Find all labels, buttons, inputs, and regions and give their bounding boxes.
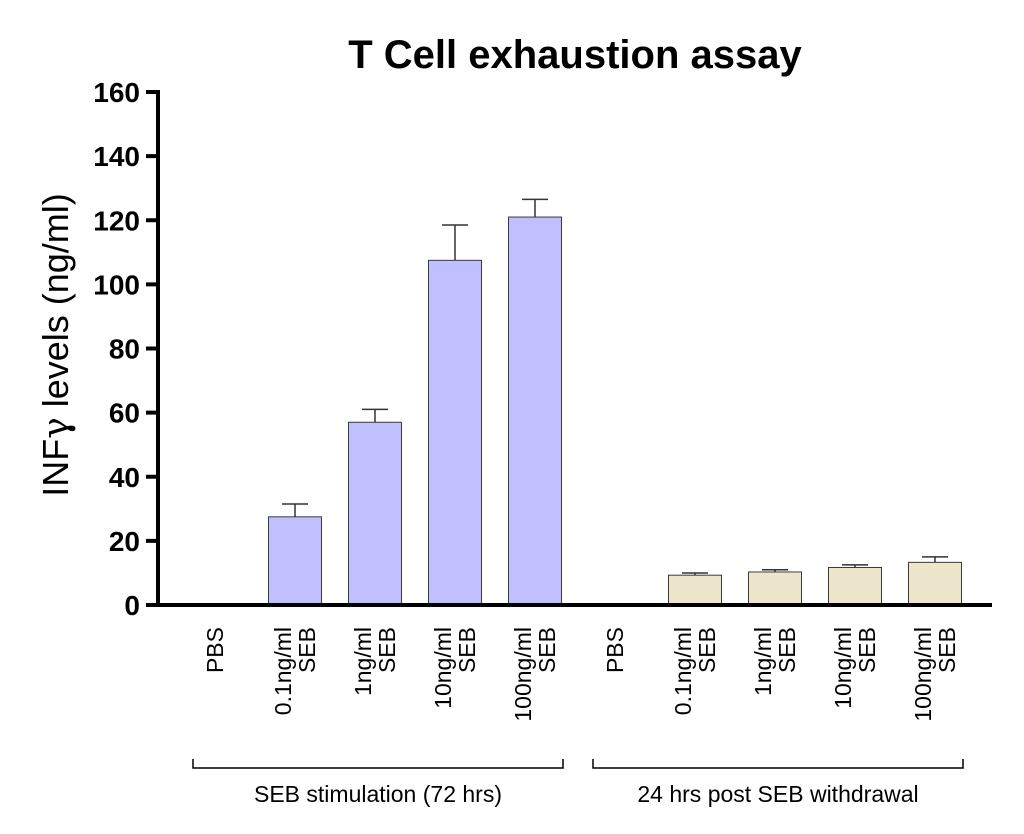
y-tick-label: 120	[93, 205, 140, 236]
group-bracket	[592, 759, 964, 769]
x-tick-label: 10ng/ml	[830, 627, 856, 709]
group-label: 24 hrs post SEB withdrawal	[637, 781, 918, 807]
y-tick-label: 100	[93, 269, 140, 300]
x-tick-label: SEB	[534, 627, 560, 673]
group-bracket	[192, 759, 564, 769]
y-tick-label: 140	[93, 141, 140, 172]
y-tick-label: 60	[109, 398, 140, 429]
bars	[188, 198, 962, 606]
y-tick-label: 20	[109, 526, 140, 557]
x-tick-label: 1ng/ml	[350, 627, 376, 696]
bar	[668, 574, 722, 606]
x-tick-label: 100ng/ml	[510, 627, 536, 722]
y-tick-label: 0	[124, 590, 140, 621]
x-tick-label: 0.1ng/ml	[270, 627, 296, 715]
bar	[348, 421, 402, 606]
y-tick-label: 160	[93, 77, 140, 108]
x-tick-label: 10ng/ml	[430, 627, 456, 709]
y-axis-label: INFγ levels (ng/ml)	[35, 193, 77, 497]
bar	[428, 259, 482, 606]
bar	[508, 216, 562, 606]
bar	[268, 516, 322, 606]
x-tick-label: SEB	[294, 627, 320, 673]
x-tick-label: 0.1ng/ml	[670, 627, 696, 715]
x-tick-label: PBS	[602, 627, 628, 673]
bar	[908, 561, 962, 606]
group-label: SEB stimulation (72 hrs)	[254, 781, 502, 807]
x-tick-label: PBS	[202, 627, 228, 673]
x-tick-label: SEB	[694, 627, 720, 673]
chart-title: T Cell exhaustion assay	[348, 33, 802, 77]
group-brackets: SEB stimulation (72 hrs) 24 hrs post SEB …	[192, 759, 964, 807]
x-tick-label: 100ng/ml	[910, 627, 936, 722]
x-tick-label: 1ng/ml	[750, 627, 776, 696]
x-tick-label: SEB	[454, 627, 480, 673]
x-tick-label: SEB	[934, 627, 960, 673]
y-tick-label: 40	[109, 462, 140, 493]
bar	[748, 571, 802, 606]
x-tick-label: SEB	[854, 627, 880, 673]
bar	[828, 566, 882, 606]
y-axis: 0 20 40 60 80 100 120 140 160	[93, 77, 160, 621]
x-tick-label: SEB	[774, 627, 800, 673]
x-tick-label: SEB	[374, 627, 400, 673]
y-tick-label: 80	[109, 334, 140, 365]
